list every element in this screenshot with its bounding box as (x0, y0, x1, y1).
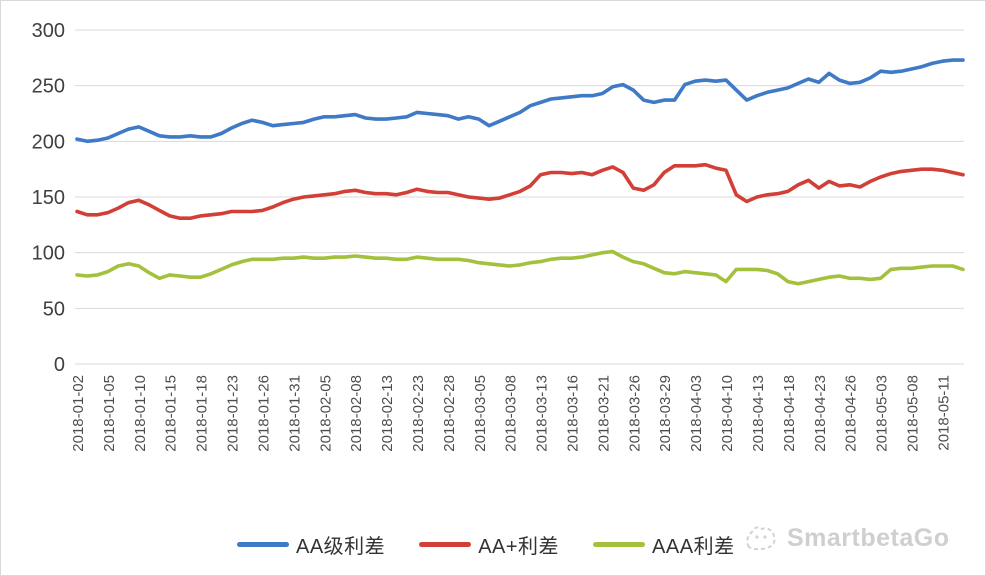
x-tick-label: 2018-01-23 (225, 375, 242, 452)
chart-legend: AA级利差 AA+利差 AAA利差 (237, 530, 735, 559)
legend-item-aaplus: AA+利差 (419, 530, 559, 559)
x-tick-label: 2018-03-16 (565, 375, 582, 452)
y-tick-label: 50 (43, 298, 65, 320)
legend-label-aaa: AAA利差 (652, 536, 735, 558)
x-tick-label: 2018-03-05 (472, 375, 489, 452)
legend-line-sample-aa (237, 542, 289, 547)
x-tick-label: 2018-02-23 (410, 375, 427, 452)
x-tick-label: 2018-01-18 (194, 375, 211, 452)
y-tick-label: 100 (32, 243, 65, 265)
x-tick-label: 2018-02-13 (379, 375, 396, 452)
legend-line-sample-aaa (593, 542, 646, 547)
series-line-1 (75, 162, 965, 220)
x-tick-label: 2018-02-08 (348, 375, 365, 452)
y-tick-label: 150 (32, 187, 65, 209)
legend-line-sample-aaplus (419, 542, 472, 547)
x-tick-label: 2018-03-13 (534, 375, 551, 452)
x-tick-label: 2018-03-08 (503, 375, 520, 452)
x-tick-label: 2018-04-23 (812, 375, 829, 452)
legend-item-aa: AA级利差 (237, 530, 385, 559)
y-tick-label: 0 (54, 354, 65, 376)
x-tick-label: 2018-01-10 (132, 375, 149, 452)
series-line-0 (75, 58, 965, 144)
x-tick-label: 2018-02-05 (317, 375, 334, 452)
series-line-2 (75, 249, 965, 286)
x-tick-label: 2018-01-05 (101, 375, 118, 452)
x-tick-label: 2018-03-26 (626, 375, 643, 452)
x-tick-label: 2018-05-03 (874, 375, 891, 452)
x-tick-label: 2018-01-15 (163, 375, 180, 452)
x-tick-label: 2018-04-13 (750, 375, 767, 452)
watermark: SmartbetaGo (743, 523, 949, 553)
x-tick-label: 2018-01-02 (70, 375, 87, 452)
x-tick-label: 2018-04-26 (843, 375, 860, 452)
x-tick-label: 2018-01-26 (255, 375, 272, 452)
x-tick-label: 2018-03-21 (595, 375, 612, 452)
x-tick-label: 2018-04-03 (688, 375, 705, 452)
x-axis-tick-labels: 2018-01-02 2018-01-05 2018-01-10 2018-01-15… (70, 375, 952, 452)
x-tick-label: 2018-02-28 (441, 375, 458, 452)
x-tick-label: 2018-05-08 (904, 375, 921, 452)
y-tick-label: 300 (32, 20, 65, 42)
x-tick-label: 2018-04-10 (719, 375, 736, 452)
x-tick-label: 2018-03-29 (657, 375, 674, 452)
legend-item-aaa: AAA利差 (593, 530, 735, 559)
legend-label-aaplus: AA+利差 (478, 536, 560, 558)
watermark-text: SmartbetaGo (787, 523, 950, 552)
x-tick-label: 2018-05-11 (935, 375, 952, 451)
gridlines (75, 29, 964, 365)
x-tick-label: 2018-04-18 (781, 375, 798, 452)
y-axis-tick-labels: 0 50 100 150 200 250 300 (32, 20, 65, 376)
y-tick-label: 200 (32, 131, 65, 153)
smartbetago-logo-icon (746, 526, 776, 551)
x-tick-label: 2018-01-31 (286, 375, 303, 452)
y-tick-label: 250 (32, 76, 65, 98)
legend-label-aa: AA级利差 (296, 536, 386, 558)
